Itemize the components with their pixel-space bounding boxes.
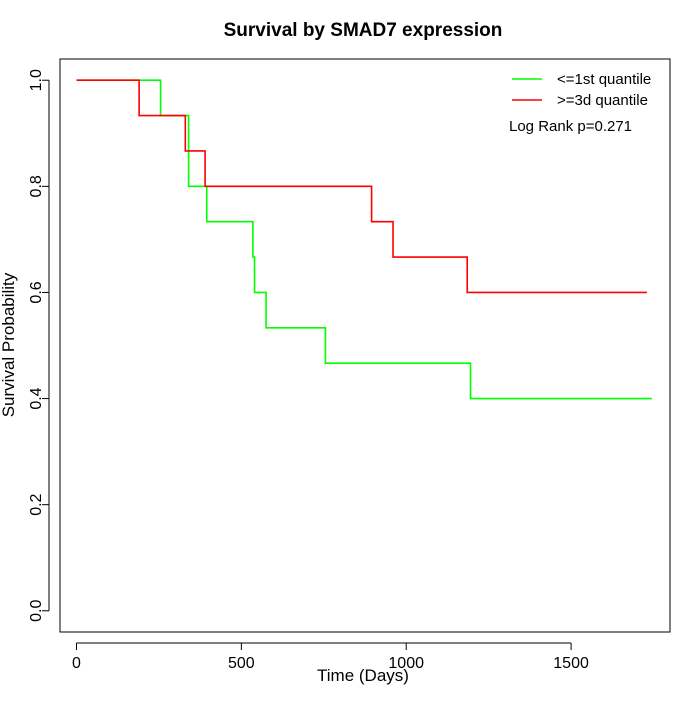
x-tick-label: 500	[228, 655, 255, 672]
series-line-high-quantile	[76, 79, 647, 294]
series-lines	[76, 79, 652, 400]
legend-label-low: <=1st quantile	[557, 71, 651, 88]
chart-title: Survival by SMAD7 expression	[224, 20, 503, 41]
y-tick-label: 0.4	[28, 387, 45, 409]
x-tick-label: 1500	[553, 655, 589, 672]
y-tick-label: 0.8	[28, 175, 45, 197]
log-rank-annotation: Log Rank p=0.271	[509, 118, 632, 135]
x-axis: 0 500 1000 1500	[72, 642, 589, 672]
y-tick-label: 1.0	[28, 69, 45, 91]
y-tick-label: 0.0	[28, 600, 45, 622]
y-tick-label: 0.2	[28, 493, 45, 515]
x-axis-label: Time (Days)	[317, 666, 409, 685]
y-axis-label: Survival Probability	[0, 272, 18, 417]
x-tick-label: 1000	[388, 655, 424, 672]
legend: <=1st quantile >=3d quantile	[512, 71, 651, 109]
y-tick-label: 0.6	[28, 281, 45, 303]
legend-label-high: >=3d quantile	[557, 92, 648, 109]
x-tick-label: 0	[72, 655, 81, 672]
plot-frame	[59, 58, 671, 633]
y-axis: 0.0 0.2 0.4 0.6 0.8 1.0	[28, 69, 50, 622]
